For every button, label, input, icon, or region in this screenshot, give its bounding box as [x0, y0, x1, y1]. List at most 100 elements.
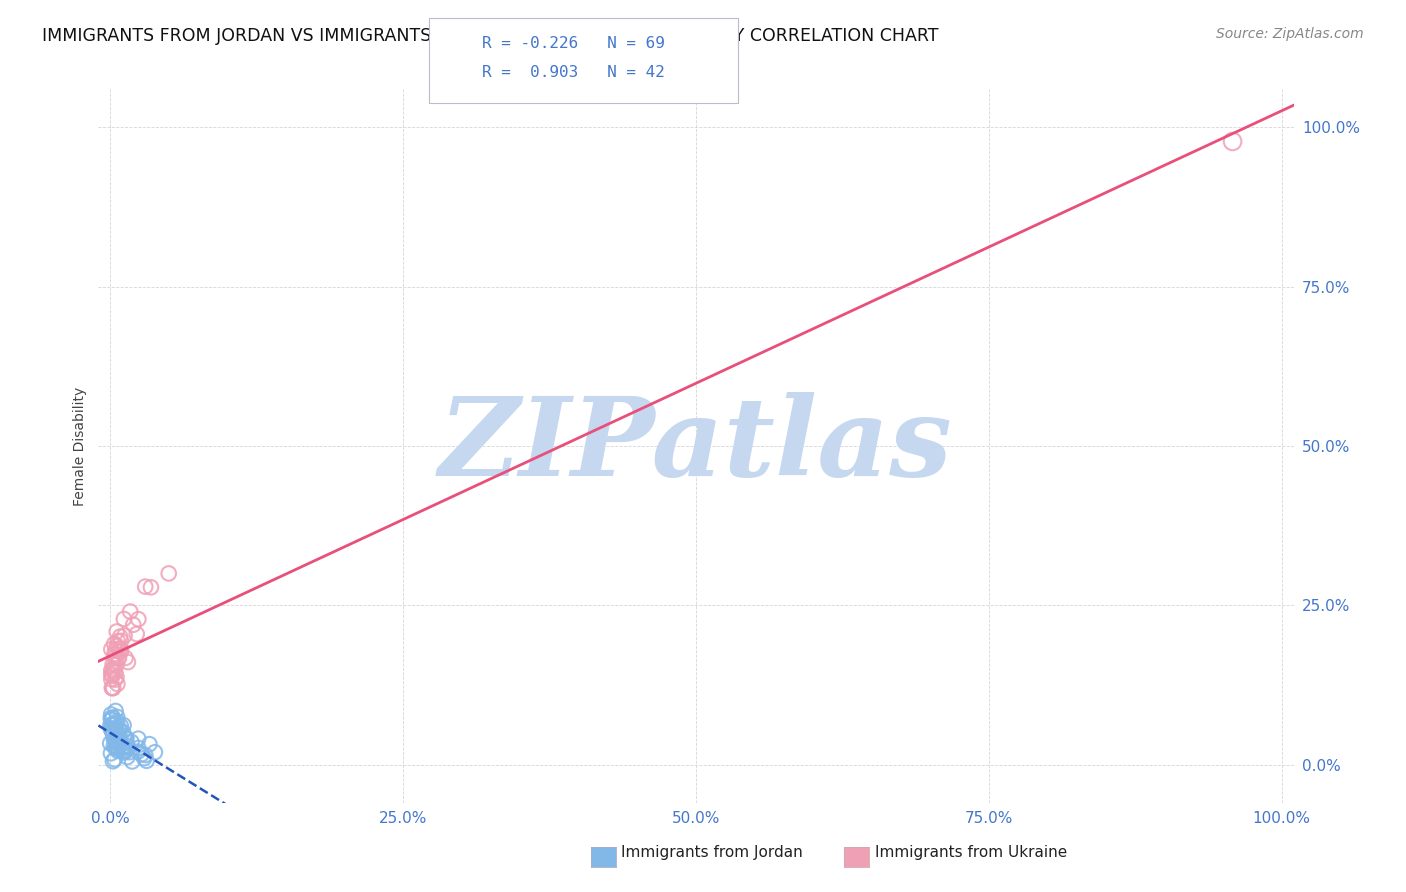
Point [114, 729, 136, 743]
Point [112, 746, 135, 760]
Text: Source: ZipAtlas.com: Source: ZipAtlas.com [1216, 27, 1364, 41]
Point [110, 719, 132, 733]
Point [107, 734, 129, 748]
Point [108, 738, 131, 752]
Point [131, 747, 153, 762]
Point [103, 716, 125, 731]
Point [103, 664, 125, 678]
Point [115, 731, 138, 746]
Point [117, 750, 139, 764]
Point [107, 650, 129, 665]
Point [115, 731, 138, 746]
Point [110, 645, 132, 659]
Point [120, 605, 142, 619]
Point [100, 713, 122, 727]
Point [103, 637, 125, 651]
Point [107, 744, 129, 758]
Point [112, 743, 135, 757]
Point [108, 651, 131, 665]
Point [105, 731, 128, 746]
Point [100, 707, 122, 722]
Point [139, 580, 162, 594]
Point [101, 661, 124, 675]
Point [118, 745, 141, 759]
Point [100, 642, 122, 657]
Point [127, 741, 149, 756]
Point [105, 731, 128, 746]
Point [105, 714, 128, 729]
Point [104, 739, 127, 754]
Text: R =  0.903   N = 42: R = 0.903 N = 42 [482, 65, 665, 80]
Point [111, 741, 134, 756]
Point [108, 735, 131, 749]
Point [112, 739, 135, 754]
Point [108, 730, 131, 744]
Point [143, 745, 166, 759]
Point [104, 704, 127, 718]
Point [103, 739, 125, 753]
Point [105, 740, 128, 755]
Point [105, 639, 128, 653]
Point [100, 722, 122, 736]
Point [104, 741, 127, 756]
Point [108, 732, 131, 747]
Point [110, 738, 132, 752]
Point [101, 710, 124, 724]
Point [122, 617, 145, 632]
Point [100, 711, 122, 725]
Point [103, 731, 125, 746]
Point [107, 741, 129, 756]
Y-axis label: Female Disability: Female Disability [73, 386, 87, 506]
Point [110, 642, 132, 657]
Point [135, 754, 157, 768]
Point [100, 663, 122, 677]
Point [107, 634, 129, 648]
Point [100, 746, 122, 760]
Point [103, 731, 125, 746]
Point [157, 566, 180, 581]
Point [104, 665, 127, 680]
Point [134, 747, 156, 762]
Point [108, 723, 131, 737]
Point [103, 752, 125, 766]
Point [117, 739, 139, 753]
Point [114, 740, 136, 755]
Text: Immigrants from Ukraine: Immigrants from Ukraine [875, 846, 1067, 860]
Point [98, 736, 121, 750]
Point [104, 650, 127, 665]
Point [117, 655, 139, 669]
Point [103, 728, 125, 742]
Point [108, 723, 131, 738]
Point [134, 751, 156, 765]
Point [114, 651, 136, 665]
Point [134, 580, 156, 594]
Point [114, 628, 136, 642]
Text: R = -0.226   N = 69: R = -0.226 N = 69 [482, 36, 665, 51]
Point [105, 726, 128, 740]
Point [121, 755, 143, 769]
Point [105, 730, 128, 744]
Point [103, 725, 125, 739]
Point [112, 612, 135, 626]
Point [110, 633, 132, 648]
Point [105, 670, 128, 684]
Text: IMMIGRANTS FROM JORDAN VS IMMIGRANTS FROM UKRAINE FEMALE DISABILITY CORRELATION : IMMIGRANTS FROM JORDAN VS IMMIGRANTS FRO… [42, 27, 939, 45]
Point [101, 723, 124, 738]
Point [127, 731, 149, 746]
Point [101, 681, 124, 695]
Point [104, 673, 127, 687]
Point [101, 681, 124, 695]
Point [105, 733, 128, 747]
Point [107, 725, 129, 739]
Point [108, 641, 131, 656]
Point [101, 657, 124, 672]
Point [100, 668, 122, 682]
Point [105, 677, 128, 691]
Point [108, 630, 131, 644]
Point [114, 744, 136, 758]
Point [120, 735, 142, 749]
Point [100, 673, 122, 687]
Point [103, 681, 125, 695]
Point [1222, 135, 1244, 149]
Point [100, 666, 122, 681]
